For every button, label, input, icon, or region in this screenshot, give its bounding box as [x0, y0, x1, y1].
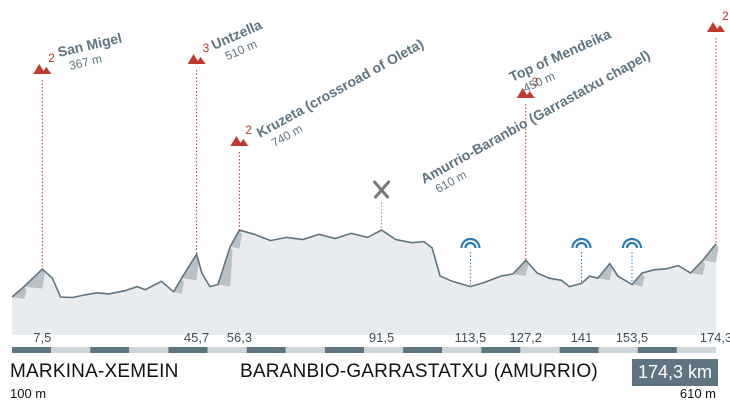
- distance-bar-segment: [442, 347, 482, 353]
- distance-bar-segment: [324, 347, 364, 353]
- sprint-arc-icon: [460, 237, 481, 249]
- sprint-arc-icon: [571, 237, 592, 249]
- fork-knife-icon-part: [373, 180, 391, 199]
- climb-category: 3: [532, 75, 539, 89]
- feed-zone-icon: [373, 180, 391, 199]
- total-distance-badge: 174,3 km: [632, 359, 718, 386]
- mountain-icon: [707, 22, 719, 32]
- climb-category: 2: [722, 9, 729, 23]
- start-altitude: 100 m: [10, 386, 47, 401]
- climb-shade: [597, 263, 613, 281]
- climb-category: 3: [203, 41, 210, 55]
- climb-shade: [24, 269, 45, 289]
- distance-bar-segment: [90, 347, 130, 353]
- climb-shade: [181, 254, 200, 281]
- mountain-icon: [230, 136, 243, 146]
- start-town: MARKINA-XEMEIN: [10, 361, 179, 382]
- climb-category: 2: [245, 123, 252, 137]
- climb-label: Kruzeta (crossroad of Oleta)740 m: [254, 35, 426, 150]
- climb-shade: [512, 260, 529, 276]
- distance-bar-segment: [364, 347, 404, 353]
- climb-category: 2: [48, 51, 55, 65]
- km-label: 56,3: [227, 330, 252, 345]
- sprint-arc-icon: [621, 237, 643, 249]
- distance-bar-segment: [520, 347, 560, 353]
- distance-bar-segment: [246, 347, 286, 353]
- distance-bar-segment: [559, 347, 599, 353]
- climb-shade: [173, 278, 185, 294]
- sprint-arc-icon: [575, 241, 588, 249]
- distance-bar-segment: [637, 347, 677, 353]
- distance-bar-segment: [51, 347, 91, 353]
- sprint-arc-icon: [625, 241, 639, 249]
- distance-bar-segment: [285, 347, 325, 353]
- finish-town: BARANBIO-GARRASTATXU (AMURRIO): [240, 361, 598, 382]
- mountain-icon: [524, 91, 535, 98]
- profile-line: [11, 229, 717, 299]
- km-label: 45,7: [184, 330, 209, 345]
- distance-bar-segment: [403, 347, 443, 353]
- climb-name: Kruzeta (crossroad of Oleta): [254, 35, 426, 140]
- distance-bar-segment: [676, 347, 716, 353]
- distance-bar-segment: [598, 347, 638, 353]
- km-label: 174,3: [700, 330, 730, 345]
- distance-bar-segment: [481, 347, 521, 353]
- km-label: 141: [571, 330, 593, 345]
- mountain-icon: [187, 54, 200, 64]
- sprint-arc-icon: [464, 241, 477, 249]
- distance-bar-segment: [207, 347, 247, 353]
- mountain-icon: [238, 139, 249, 146]
- km-label: 127,2: [509, 330, 542, 345]
- mountain-icon: [41, 67, 52, 74]
- mountain-icon: [33, 64, 46, 74]
- km-label: 91,5: [369, 330, 394, 345]
- climb-shade: [702, 243, 719, 263]
- mountain-icon: [195, 57, 206, 64]
- profile-area-fill: [12, 230, 716, 335]
- mountain-icon: [715, 25, 725, 32]
- distance-bar-segment: [168, 347, 208, 353]
- climb-shade: [12, 286, 27, 299]
- distance-bar-segment: [12, 347, 52, 353]
- climb-shade: [217, 246, 233, 287]
- km-label: 7,5: [33, 330, 51, 345]
- km-label: 153,5: [616, 330, 649, 345]
- km-label: 113,5: [455, 330, 487, 345]
- climb-shade: [230, 230, 242, 249]
- distance-bar-segment: [129, 347, 169, 353]
- climb-shade: [690, 260, 706, 275]
- mountain-icon: [516, 88, 529, 98]
- climb-shade: [631, 273, 645, 287]
- finish-altitude: 610 m: [679, 386, 716, 401]
